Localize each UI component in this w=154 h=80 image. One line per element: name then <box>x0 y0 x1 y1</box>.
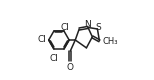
Text: Cl: Cl <box>37 36 46 44</box>
Text: Cl: Cl <box>60 23 69 32</box>
Text: CH₃: CH₃ <box>103 37 118 46</box>
Text: N: N <box>85 20 91 29</box>
Text: O: O <box>67 63 74 72</box>
Text: S: S <box>96 23 101 32</box>
Text: Cl: Cl <box>50 54 59 63</box>
